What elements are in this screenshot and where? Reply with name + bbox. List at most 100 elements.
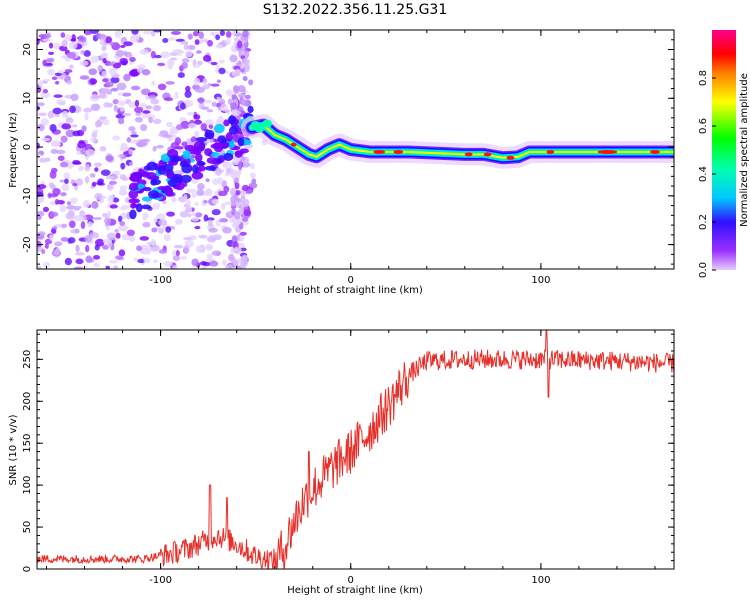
noise-blob xyxy=(107,176,114,180)
noise-blob xyxy=(139,236,150,241)
noise-blob xyxy=(40,137,51,142)
noise-blob xyxy=(116,82,127,91)
noise-blob xyxy=(46,68,55,76)
noise-blob xyxy=(59,179,65,183)
noise-blob xyxy=(109,67,118,76)
ridge-hotspot xyxy=(546,149,555,154)
colorbar-tick-label: 0.4 xyxy=(698,166,709,182)
signal-blob xyxy=(197,165,206,172)
noise-blob xyxy=(123,41,133,47)
noise-blob xyxy=(170,141,180,150)
spectrogram-x-label: Height of straight line (km) xyxy=(287,285,423,296)
noise-blob xyxy=(183,245,190,254)
noise-blob xyxy=(211,209,221,216)
noise-blob xyxy=(42,78,51,82)
noise-blob xyxy=(130,85,141,91)
ridge-hotspot xyxy=(262,119,273,128)
signal-blob xyxy=(128,198,141,204)
noise-blob xyxy=(140,88,151,96)
noise-blob xyxy=(128,148,134,155)
noise-blob xyxy=(54,198,60,205)
signal-blob xyxy=(134,171,141,181)
noise-blob xyxy=(119,57,129,66)
noise-blob xyxy=(191,258,199,267)
noise-blob xyxy=(75,252,85,256)
signal-blob xyxy=(179,160,188,168)
noise-blob xyxy=(185,50,193,58)
noise-blob xyxy=(178,148,185,154)
noise-blob xyxy=(129,56,136,63)
noise-blob xyxy=(228,253,235,262)
noise-blob xyxy=(57,69,65,74)
noise-blob xyxy=(134,116,143,123)
noise-blob xyxy=(200,38,209,43)
noise-blob xyxy=(37,195,44,203)
noise-blob xyxy=(105,226,110,231)
noise-blob xyxy=(99,146,107,152)
noise-blob xyxy=(191,192,197,198)
noise-blob xyxy=(109,41,115,46)
noise-blob xyxy=(241,184,249,192)
noise-blob xyxy=(84,164,91,172)
noise-blob xyxy=(220,103,228,112)
y-tick-label: 200 xyxy=(22,392,33,411)
noise-blob xyxy=(60,237,69,242)
noise-blob xyxy=(93,255,101,260)
noise-blob xyxy=(90,55,100,63)
signal-blob xyxy=(196,160,206,167)
noise-blob xyxy=(194,212,203,218)
noise-blob xyxy=(237,93,246,98)
noise-blob xyxy=(140,123,148,132)
noise-blob xyxy=(68,41,78,50)
noise-blob xyxy=(233,260,239,267)
noise-blob xyxy=(241,198,250,208)
noise-blob xyxy=(101,70,108,78)
noise-blob xyxy=(106,210,112,219)
ridge-hotspot xyxy=(373,149,386,154)
noise-blob xyxy=(236,197,242,203)
noise-blob xyxy=(89,94,100,102)
noise-blob xyxy=(208,227,218,233)
ridge-hotspot xyxy=(649,149,660,154)
noise-blob xyxy=(42,206,50,213)
y-tick-label: -20 xyxy=(22,236,33,252)
noise-blob xyxy=(161,134,172,138)
noise-blob xyxy=(197,97,205,104)
noise-blob xyxy=(84,175,90,184)
noise-blob xyxy=(218,98,226,105)
noise-blob xyxy=(128,161,133,166)
noise-blob xyxy=(65,129,76,138)
noise-blob xyxy=(156,144,164,149)
signal-blob xyxy=(182,150,191,160)
noise-blob xyxy=(175,38,185,42)
noise-blob xyxy=(214,68,220,74)
noise-blob xyxy=(48,42,54,49)
noise-blob xyxy=(110,61,116,65)
noise-blob xyxy=(102,58,107,64)
x-tick-label: -100 xyxy=(149,575,172,586)
signal-blob xyxy=(204,129,215,140)
noise-blob xyxy=(229,54,238,63)
noise-blob xyxy=(167,37,176,41)
signal-blob xyxy=(206,157,219,164)
noise-blob xyxy=(237,60,242,67)
noise-blob xyxy=(207,39,214,47)
noise-blob xyxy=(83,30,92,36)
noise-blob xyxy=(205,245,212,251)
spectrogram-y-label: Frequency (Hz) xyxy=(8,112,19,188)
noise-blob xyxy=(211,198,220,205)
signal-blob xyxy=(128,182,140,192)
noise-blob xyxy=(215,64,220,69)
noise-blob xyxy=(90,103,101,111)
noise-blob xyxy=(92,129,99,134)
noise-blob xyxy=(205,188,213,196)
noise-blob xyxy=(230,195,238,204)
noise-blob xyxy=(241,217,249,222)
noise-blob xyxy=(197,183,205,191)
signal-blob xyxy=(150,178,158,186)
figure-title: S132.2022.356.11.25.G31 xyxy=(263,2,448,18)
signal-blob xyxy=(204,165,217,171)
noise-blob xyxy=(39,157,47,163)
noise-blob xyxy=(193,77,201,86)
noise-blob xyxy=(87,221,94,228)
